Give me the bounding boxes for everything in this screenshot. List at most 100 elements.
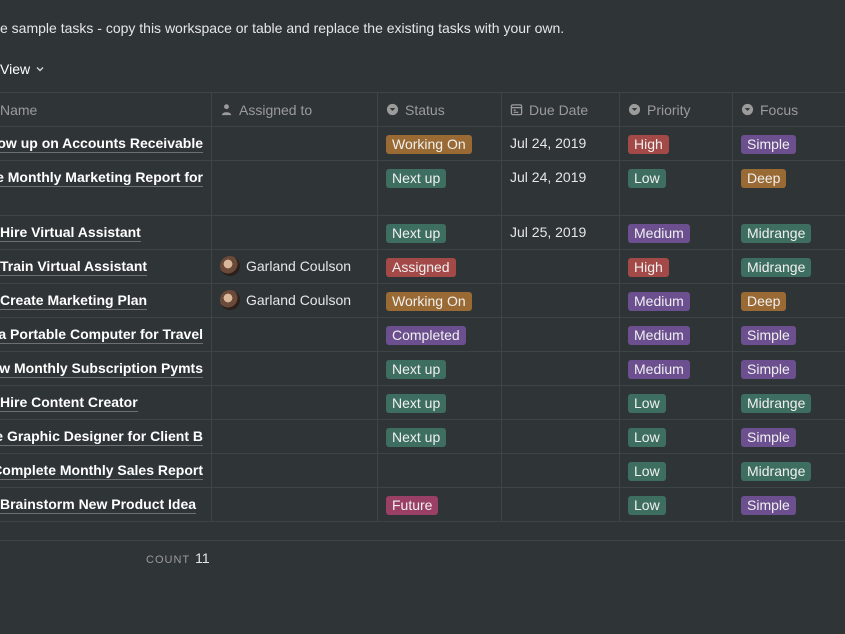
cell-due-date[interactable] [502, 352, 620, 385]
cell-name[interactable]: Review Monthly Subscription Pymts [0, 352, 212, 385]
cell-priority[interactable]: Low [620, 420, 733, 453]
due-date: Jul 24, 2019 [510, 135, 587, 151]
column-header-assigned[interactable]: Assigned to [212, 93, 378, 126]
cell-focus[interactable]: Midrange [733, 216, 845, 249]
cell-priority[interactable]: Medium [620, 318, 733, 351]
cell-due-date[interactable] [502, 386, 620, 419]
view-selector-button[interactable]: View [0, 61, 45, 77]
cell-priority[interactable]: Medium [620, 284, 733, 317]
focus-tag: Midrange [741, 394, 812, 413]
cell-priority[interactable]: High [620, 250, 733, 283]
cell-status[interactable]: Next up [378, 420, 502, 453]
cell-priority[interactable]: Low [620, 161, 733, 215]
cell-focus[interactable]: Midrange [733, 250, 845, 283]
task-name[interactable]: Create Monthly Marketing Report for [0, 169, 203, 187]
cell-assigned[interactable] [212, 420, 378, 453]
column-header-status[interactable]: Status [378, 93, 502, 126]
cell-status[interactable] [378, 454, 502, 487]
table-row[interactable]: Hire Graphic Designer for Client B Next u… [0, 420, 845, 454]
cell-name[interactable]: Follow up on Accounts Receivable [0, 127, 212, 160]
task-name[interactable]: Hire Graphic Designer for Client B [0, 428, 203, 446]
cell-priority[interactable]: Low [620, 386, 733, 419]
cell-assigned[interactable] [212, 161, 378, 215]
table-row[interactable]: Follow up on Accounts Receivable Working … [0, 127, 845, 161]
cell-status[interactable]: Next up [378, 352, 502, 385]
cell-status[interactable]: Working On [378, 127, 502, 160]
cell-status[interactable]: Next up [378, 161, 502, 215]
cell-due-date[interactable] [502, 250, 620, 283]
cell-name[interactable]: Train Virtual Assistant [0, 250, 212, 283]
task-name[interactable]: Hire Virtual Assistant [0, 224, 141, 242]
cell-name[interactable]: Create Monthly Marketing Report for [0, 161, 212, 215]
cell-priority[interactable]: Medium [620, 216, 733, 249]
cell-focus[interactable]: Midrange [733, 386, 845, 419]
cell-name[interactable]: Complete Monthly Sales Report [0, 454, 212, 487]
table-row[interactable]: Research a Portable Computer for Travel C… [0, 318, 845, 352]
cell-assigned[interactable] [212, 352, 378, 385]
cell-assigned[interactable]: Garland Coulson [212, 284, 378, 317]
cell-assigned[interactable] [212, 454, 378, 487]
cell-priority[interactable]: Medium [620, 352, 733, 385]
task-name[interactable]: Hire Content Creator [0, 394, 138, 412]
cell-name[interactable]: Create Marketing Plan [0, 284, 212, 317]
cell-focus[interactable]: Deep [733, 161, 845, 215]
cell-status[interactable]: Next up [378, 216, 502, 249]
cell-focus[interactable]: Midrange [733, 454, 845, 487]
table-row[interactable]: Hire Content Creator Next up Low Midrange [0, 386, 845, 420]
cell-due-date[interactable] [502, 454, 620, 487]
cell-assigned[interactable] [212, 318, 378, 351]
table-row[interactable]: Create Monthly Marketing Report for Next … [0, 161, 845, 216]
cell-name[interactable]: Research a Portable Computer for Travel [0, 318, 212, 351]
cell-assigned[interactable] [212, 216, 378, 249]
table-row[interactable]: Train Virtual Assistant Garland Coulson As… [0, 250, 845, 284]
cell-assigned[interactable] [212, 488, 378, 521]
cell-status[interactable]: Assigned [378, 250, 502, 283]
cell-due-date[interactable] [502, 318, 620, 351]
task-name[interactable]: Train Virtual Assistant [0, 258, 148, 276]
cell-assigned[interactable] [212, 127, 378, 160]
table-row[interactable]: Review Monthly Subscription Pymts Next up… [0, 352, 845, 386]
cell-name[interactable]: Brainstorm New Product Idea [0, 488, 212, 521]
cell-focus[interactable]: Simple [733, 352, 845, 385]
cell-due-date[interactable] [502, 488, 620, 521]
task-name[interactable]: Follow up on Accounts Receivable [0, 135, 203, 153]
cell-assigned[interactable] [212, 386, 378, 419]
table-row[interactable]: Brainstorm New Product Idea Future Low Simp… [0, 488, 845, 522]
cell-focus[interactable]: Simple [733, 488, 845, 521]
column-header-status-label: Status [405, 101, 445, 118]
task-name[interactable]: Review Monthly Subscription Pymts [0, 360, 203, 378]
column-header-priority[interactable]: Priority [620, 93, 733, 126]
cell-name[interactable]: Hire Content Creator [0, 386, 212, 419]
cell-due-date[interactable]: Jul 24, 2019 [502, 161, 620, 215]
column-header-name[interactable]: Name [0, 93, 212, 126]
cell-assigned[interactable]: Garland Coulson [212, 250, 378, 283]
table-row[interactable]: Create Marketing Plan Garland Coulson Work… [0, 284, 845, 318]
cell-name[interactable]: Hire Graphic Designer for Client B [0, 420, 212, 453]
cell-focus[interactable]: Simple [733, 420, 845, 453]
cell-due-date[interactable]: Jul 25, 2019 [502, 216, 620, 249]
cell-status[interactable]: Completed [378, 318, 502, 351]
cell-due-date[interactable] [502, 420, 620, 453]
task-name[interactable]: Brainstorm New Product Idea [0, 496, 197, 514]
cell-name[interactable]: Hire Virtual Assistant [0, 216, 212, 249]
column-header-focus[interactable]: Focus [733, 93, 845, 126]
cell-due-date[interactable] [502, 284, 620, 317]
cell-focus[interactable]: Deep [733, 284, 845, 317]
cell-focus[interactable]: Simple [733, 127, 845, 160]
task-name[interactable]: Create Marketing Plan [0, 292, 148, 310]
table-row[interactable]: Hire Virtual Assistant Next up Jul 25, 201… [0, 216, 845, 250]
priority-tag: Medium [628, 292, 690, 311]
cell-focus[interactable]: Simple [733, 318, 845, 351]
task-name[interactable]: Complete Monthly Sales Report [0, 462, 203, 480]
count-summary[interactable]: COUNT 11 [146, 550, 210, 566]
task-name[interactable]: Research a Portable Computer for Travel [0, 326, 203, 344]
cell-priority[interactable]: High [620, 127, 733, 160]
cell-status[interactable]: Next up [378, 386, 502, 419]
cell-priority[interactable]: Low [620, 488, 733, 521]
cell-status[interactable]: Working On [378, 284, 502, 317]
cell-due-date[interactable]: Jul 24, 2019 [502, 127, 620, 160]
column-header-due-date[interactable]: Due Date [502, 93, 620, 126]
cell-status[interactable]: Future [378, 488, 502, 521]
cell-priority[interactable]: Low [620, 454, 733, 487]
table-row[interactable]: Complete Monthly Sales Report Low Midrange [0, 454, 845, 488]
